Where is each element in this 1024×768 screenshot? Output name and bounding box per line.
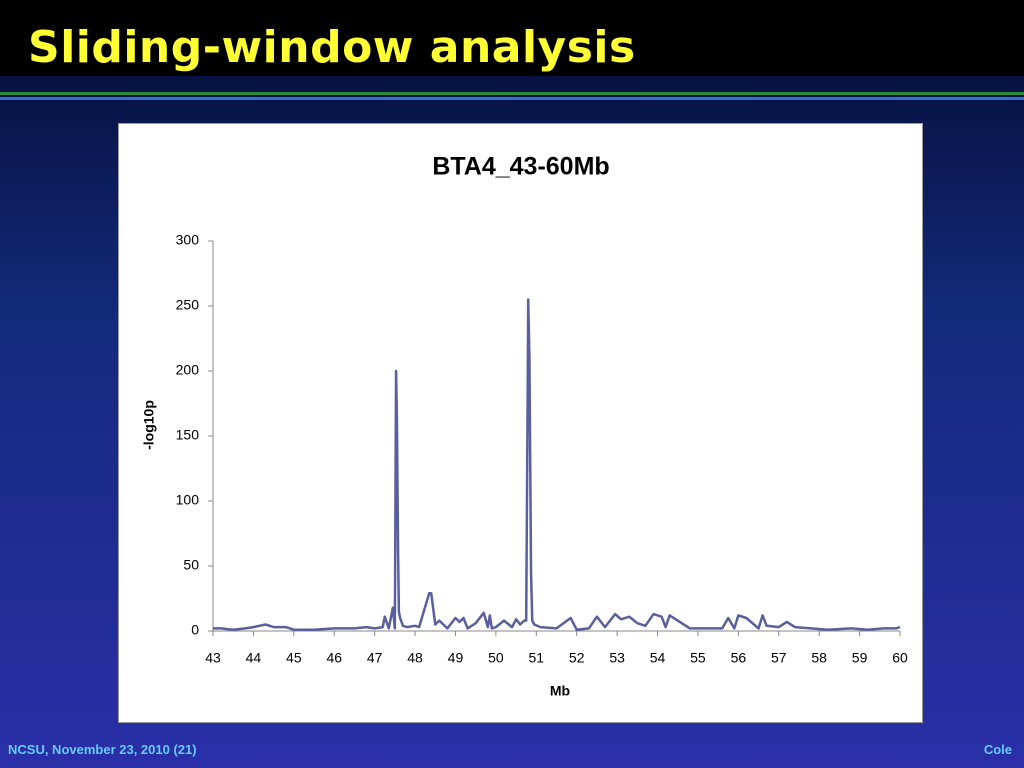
slide-title: Sliding-window analysis bbox=[28, 22, 636, 73]
x-tick-label: 55 bbox=[690, 650, 706, 666]
x-tick-label: 51 bbox=[529, 650, 545, 666]
x-tick-label: 45 bbox=[286, 650, 302, 666]
y-tick-label: 200 bbox=[176, 362, 200, 378]
y-tick-label: 150 bbox=[176, 427, 200, 443]
y-tick-label: 100 bbox=[176, 492, 200, 508]
footer: NCSU, November 23, 2010 (21) bbox=[8, 742, 197, 757]
x-tick-label: 56 bbox=[731, 650, 747, 666]
title-bar bbox=[0, 0, 1024, 76]
x-tick-label: 49 bbox=[448, 650, 464, 666]
chart-area bbox=[118, 123, 923, 723]
chart: BTA4_43-60Mb Mb -log10p 0 50 100 150 200 250 3… bbox=[118, 123, 923, 723]
rule bbox=[0, 92, 1024, 95]
x-tick-label: 53 bbox=[609, 650, 625, 666]
x-tick-label: 52 bbox=[569, 650, 585, 666]
x-tick-label: 58 bbox=[811, 650, 827, 666]
chart-title: BTA4_43-60Mb bbox=[432, 153, 609, 181]
x-tick-label: 50 bbox=[488, 650, 504, 666]
y-tick-label: 250 bbox=[176, 297, 200, 313]
y-tick-label: 50 bbox=[183, 557, 199, 573]
x-tick-label: 46 bbox=[326, 650, 342, 666]
x-tick-label: 54 bbox=[650, 650, 666, 666]
x-tick-label: 48 bbox=[407, 650, 423, 666]
x-tick-label: 60 bbox=[892, 650, 908, 666]
y-tick-label: 300 bbox=[176, 232, 200, 248]
x-tick-label: 57 bbox=[771, 650, 787, 666]
x-tick-label: 43 bbox=[205, 650, 221, 666]
y-axis-label: -log10p bbox=[141, 400, 157, 450]
rule bbox=[0, 97, 1024, 100]
x-tick-label: 47 bbox=[367, 650, 383, 666]
x-tick-label: 44 bbox=[246, 650, 262, 666]
x-tick-label: 59 bbox=[852, 650, 868, 666]
y-tick-label: 0 bbox=[191, 622, 199, 638]
data-line bbox=[213, 298, 901, 631]
footer: Cole bbox=[983, 742, 1012, 757]
x-axis-label: Mb bbox=[550, 683, 570, 699]
